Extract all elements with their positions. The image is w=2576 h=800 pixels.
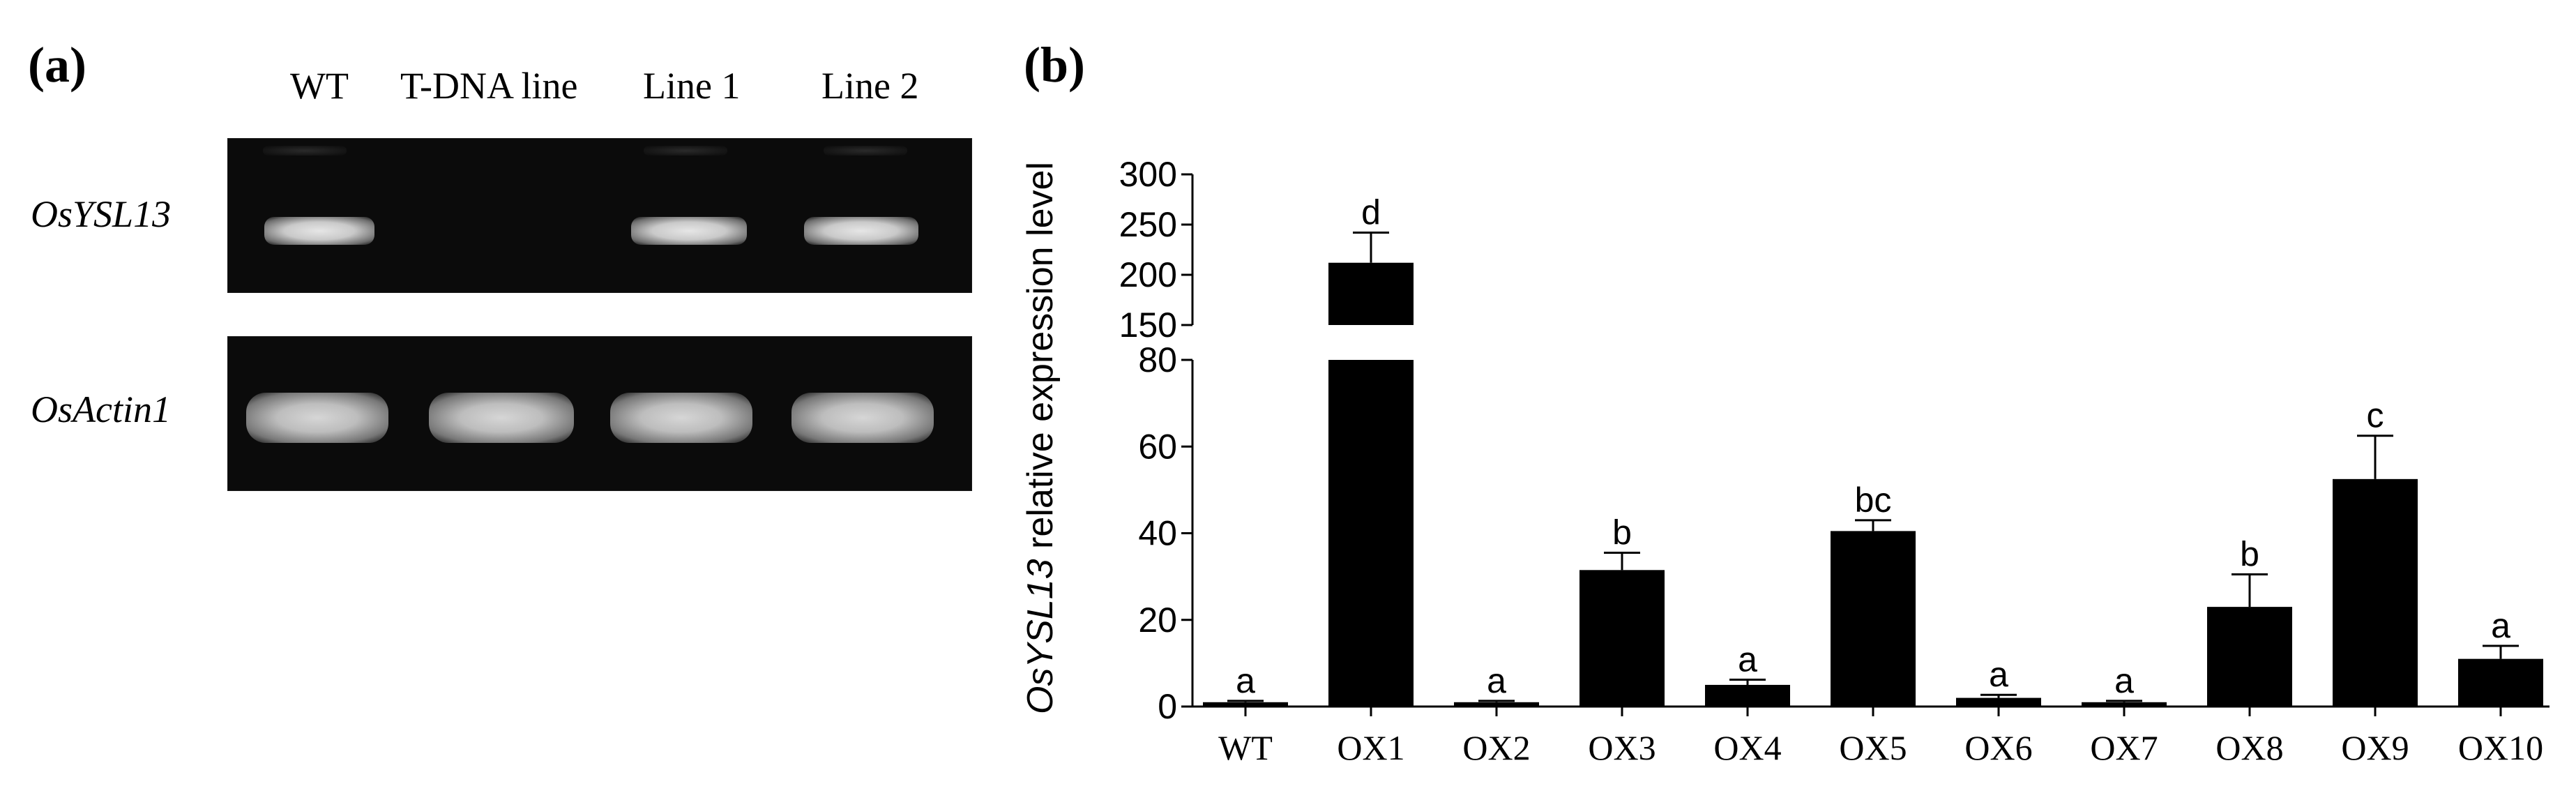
lane-header-tdna: T-DNA line — [400, 65, 578, 107]
y-tick-label: 250 — [1119, 205, 1177, 244]
significance-letter: a — [1738, 640, 1757, 679]
y-tick-label: 200 — [1119, 255, 1177, 294]
gel-row-label-osysl13: OsYSL13 — [31, 193, 172, 235]
bar — [2458, 658, 2543, 707]
x-tick-label: OX9 — [2341, 728, 2409, 767]
bar — [1705, 684, 1790, 707]
bar — [2082, 702, 2167, 707]
gel-row-label-osactin1: OsActin1 — [31, 388, 171, 430]
x-tick-label: OX3 — [1588, 728, 1656, 767]
gel-well-mark — [824, 146, 907, 156]
y-tick-label: 40 — [1138, 514, 1177, 553]
x-tick-label: OX10 — [2458, 728, 2543, 767]
gel-band-osysl13-line2 — [804, 217, 918, 245]
bar — [2207, 607, 2292, 707]
x-tick-label: OX6 — [1964, 728, 2032, 767]
gel-image-osysl13 — [227, 138, 972, 293]
significance-letter: a — [2491, 606, 2510, 645]
x-tick-label: OX7 — [2090, 728, 2158, 767]
y-tick-label: 300 — [1119, 155, 1177, 194]
significance-letter: a — [1236, 661, 1255, 700]
bar — [2333, 478, 2418, 707]
x-tick-label: OX2 — [1462, 728, 1530, 767]
gel-band-osactin1-tdna — [429, 393, 574, 443]
significance-letter: d — [1361, 193, 1381, 232]
gel-image-osactin1 — [227, 336, 972, 491]
significance-letter: bc — [1855, 481, 1892, 520]
significance-letter: a — [2114, 661, 2134, 700]
y-tick-label: 0 — [1158, 687, 1177, 726]
gel-well-mark — [644, 146, 727, 156]
panel-a-label: (a) — [28, 37, 86, 93]
lane-header-wt: WT — [290, 65, 349, 107]
bar — [1831, 531, 1916, 707]
significance-letter: b — [1612, 513, 1632, 552]
bar-lower-segment — [1328, 360, 1414, 707]
lane-header-line1: Line 1 — [643, 65, 741, 107]
gel-well-mark — [263, 146, 347, 156]
significance-letter: a — [1989, 655, 2008, 694]
gel-band-osysl13-wt — [264, 217, 374, 245]
x-tick-label: OX4 — [1713, 728, 1781, 767]
gel-band-osactin1-line1 — [610, 393, 752, 443]
y-tick-label: 20 — [1138, 601, 1177, 640]
x-tick-label: OX5 — [1839, 728, 1907, 767]
x-tick-label: OX8 — [2215, 728, 2283, 767]
y-tick-label: 80 — [1138, 340, 1177, 379]
significance-letter: b — [2240, 535, 2259, 574]
gel-band-osactin1-line2 — [791, 393, 934, 443]
y-tick-label: 60 — [1138, 427, 1177, 466]
significance-letter: c — [2367, 396, 2384, 435]
gel-band-osysl13-line1 — [631, 217, 747, 245]
x-tick-label: WT — [1218, 728, 1273, 767]
bar — [1579, 570, 1665, 707]
x-tick-label: OX1 — [1337, 728, 1404, 767]
bar — [1956, 697, 2041, 707]
panel-b-label: (b) — [1024, 37, 1085, 93]
lane-header-line2: Line 2 — [821, 65, 919, 107]
bar-upper-segment — [1328, 262, 1414, 325]
gel-band-osactin1-wt — [246, 393, 388, 443]
y-tick-label: 150 — [1119, 305, 1177, 345]
bar — [1454, 702, 1539, 707]
significance-letter: a — [1487, 661, 1506, 700]
bar — [1203, 702, 1288, 707]
